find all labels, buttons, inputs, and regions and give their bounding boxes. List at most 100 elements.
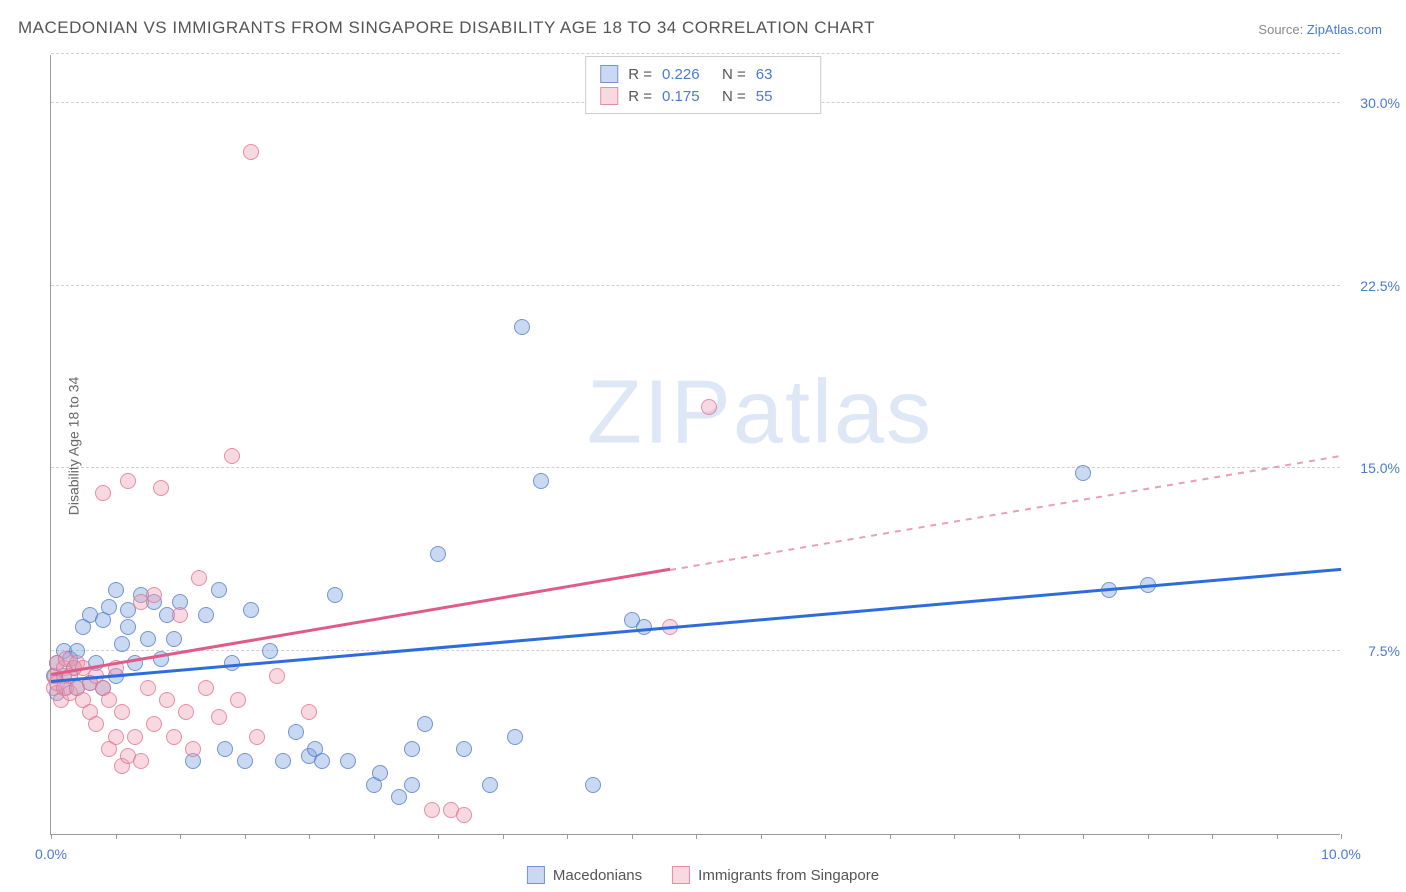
data-point <box>372 765 388 781</box>
data-point <box>404 777 420 793</box>
y-tick-label: 22.5% <box>1360 278 1400 294</box>
legend-item-macedonians: Macedonians <box>527 866 642 884</box>
data-point <box>249 729 265 745</box>
data-point <box>166 729 182 745</box>
n-label: N = <box>722 88 746 105</box>
pink-swatch-icon <box>672 866 690 884</box>
x-tick <box>825 834 826 839</box>
data-point <box>514 319 530 335</box>
data-point <box>95 485 111 501</box>
x-tick <box>567 834 568 839</box>
source-link[interactable]: ZipAtlas.com <box>1307 22 1382 37</box>
source-attribution: Source: ZipAtlas.com <box>1258 22 1382 37</box>
y-tick-label: 15.0% <box>1360 460 1400 476</box>
r-label: R = <box>628 66 652 83</box>
x-tick <box>51 834 52 839</box>
x-tick <box>1019 834 1020 839</box>
chart-title: MACEDONIAN VS IMMIGRANTS FROM SINGAPORE … <box>18 18 875 38</box>
data-point <box>288 724 304 740</box>
x-tick <box>374 834 375 839</box>
r-value-2: 0.175 <box>662 88 712 105</box>
x-tick <box>180 834 181 839</box>
watermark-part2: atlas <box>733 363 933 463</box>
x-tick-label: 10.0% <box>1321 846 1361 862</box>
x-tick <box>245 834 246 839</box>
x-tick <box>116 834 117 839</box>
n-value-2: 55 <box>756 88 806 105</box>
n-value-1: 63 <box>756 66 806 83</box>
data-point <box>88 716 104 732</box>
x-tick <box>309 834 310 839</box>
x-tick-label: 0.0% <box>35 846 67 862</box>
data-point <box>230 692 246 708</box>
x-tick <box>503 834 504 839</box>
data-point <box>172 607 188 623</box>
legend-row-1: R = 0.226 N = 63 <box>600 63 806 85</box>
legend-item-singapore: Immigrants from Singapore <box>672 866 879 884</box>
data-point <box>430 546 446 562</box>
data-point <box>262 643 278 659</box>
data-point <box>185 741 201 757</box>
data-point <box>237 753 253 769</box>
y-tick-label: 7.5% <box>1368 643 1400 659</box>
data-point <box>198 607 214 623</box>
data-point <box>101 692 117 708</box>
x-tick <box>761 834 762 839</box>
trend-line <box>51 568 671 676</box>
data-point <box>133 753 149 769</box>
data-point <box>101 599 117 615</box>
watermark: ZIPatlas <box>587 362 933 465</box>
data-point <box>108 582 124 598</box>
data-point <box>166 631 182 647</box>
data-point <box>585 777 601 793</box>
trend-line <box>51 568 1341 683</box>
data-point <box>275 753 291 769</box>
data-point <box>327 587 343 603</box>
x-tick <box>1341 834 1342 839</box>
data-point <box>404 741 420 757</box>
data-point <box>140 680 156 696</box>
data-point <box>159 692 175 708</box>
data-point <box>533 473 549 489</box>
data-point <box>314 753 330 769</box>
series-legend: Macedonians Immigrants from Singapore <box>527 866 879 884</box>
x-tick <box>890 834 891 839</box>
r-value-1: 0.226 <box>662 66 712 83</box>
data-point <box>217 741 233 757</box>
data-point <box>211 709 227 725</box>
data-point <box>424 802 440 818</box>
data-point <box>120 473 136 489</box>
data-point <box>198 680 214 696</box>
plot-area: ZIPatlas 7.5%15.0%22.5%30.0%0.0%10.0% <box>50 55 1340 835</box>
legend-label-1: Macedonians <box>553 867 642 884</box>
data-point <box>456 741 472 757</box>
data-point <box>146 716 162 732</box>
data-point <box>701 399 717 415</box>
grid-line <box>51 650 1340 651</box>
correlation-legend: R = 0.226 N = 63 R = 0.175 N = 55 <box>585 56 821 114</box>
legend-label-2: Immigrants from Singapore <box>698 867 879 884</box>
data-point <box>127 729 143 745</box>
x-tick <box>1212 834 1213 839</box>
trend-line <box>670 455 1341 571</box>
r-label: R = <box>628 88 652 105</box>
blue-swatch-icon <box>527 866 545 884</box>
x-tick <box>632 834 633 839</box>
data-point <box>146 587 162 603</box>
data-point <box>224 448 240 464</box>
grid-line <box>51 53 1340 54</box>
x-tick <box>696 834 697 839</box>
data-point <box>211 582 227 598</box>
data-point <box>417 716 433 732</box>
y-tick-label: 30.0% <box>1360 95 1400 111</box>
data-point <box>301 704 317 720</box>
grid-line <box>51 467 1340 468</box>
x-tick <box>954 834 955 839</box>
data-point <box>243 602 259 618</box>
data-point <box>178 704 194 720</box>
data-point <box>114 704 130 720</box>
data-point <box>636 619 652 635</box>
data-point <box>243 144 259 160</box>
pink-swatch-icon <box>600 87 618 105</box>
data-point <box>108 729 124 745</box>
